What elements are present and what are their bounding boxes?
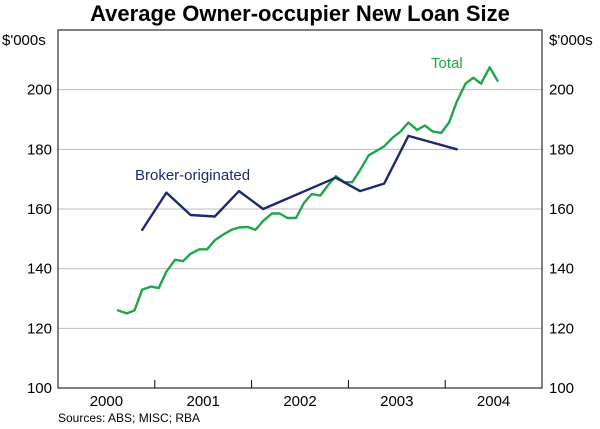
chart-title: Average Owner-occupier New Loan Size [90, 1, 510, 26]
x-tick-label: 2000 [90, 393, 123, 410]
axis-layer: 100 100 120 120 140 140 160 160 180 180 200 200 2000… [27, 82, 574, 410]
series-layer [116, 66, 499, 315]
x-tick-label: 2002 [283, 393, 316, 410]
y-tick-label-right: 180 [549, 141, 574, 158]
y-tick-label-right: 120 [549, 320, 574, 337]
y-tick-label-right: 200 [549, 82, 574, 99]
y-tick-label-right: 140 [549, 261, 574, 278]
y-tick-label-left: 160 [27, 201, 52, 218]
x-tick-label: 2004 [477, 393, 510, 410]
y-tick-label-left: 180 [27, 141, 52, 158]
y-axis-unit-right: $'000s [549, 32, 593, 49]
y-tick-label-left: 100 [27, 380, 52, 397]
y-tick-label-left: 120 [27, 320, 52, 337]
x-tick-label: 2003 [380, 393, 413, 410]
y-tick-label-left: 140 [27, 261, 52, 278]
y-tick-label-left: 200 [27, 82, 52, 99]
y-axis-unit-left: $'000s [2, 32, 46, 49]
x-tick-label: 2001 [187, 393, 220, 410]
source-note: Sources: ABS; MISC; RBA [58, 411, 201, 425]
plot-frame [57, 29, 543, 389]
series-label-total: Total [431, 55, 463, 72]
series-label-broker-originated: Broker-originated [135, 167, 250, 184]
series-line-broker-originated [140, 134, 458, 232]
series-line-total [116, 66, 499, 315]
y-tick-label-right: 100 [549, 380, 574, 397]
y-tick-label-right: 160 [549, 201, 574, 218]
